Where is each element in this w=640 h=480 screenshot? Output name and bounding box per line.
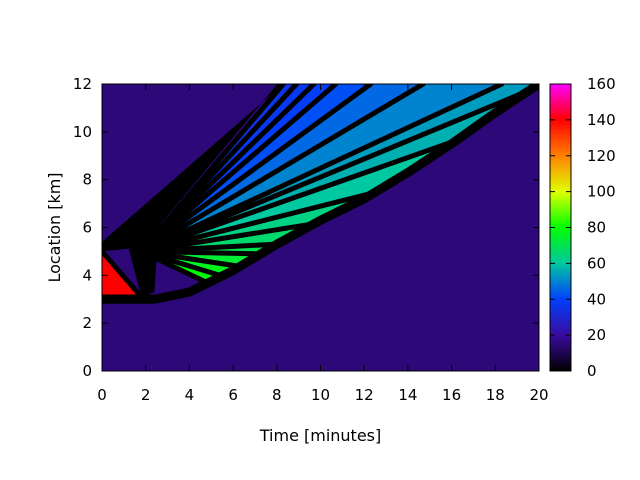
colorbar-tick-label: 80 [587, 219, 606, 237]
fan-ray-line [138, 191, 372, 254]
y-tick-label: 0 [82, 362, 92, 380]
plot-area [102, 84, 539, 371]
fan-core [128, 222, 159, 297]
colorbar-tick-label: 40 [587, 290, 606, 308]
fan-ray-line [138, 220, 323, 254]
colorbar-tick-label: 60 [587, 254, 606, 272]
upstream-boundary [102, 84, 284, 252]
x-tick-label: 6 [228, 386, 238, 404]
x-tick-label: 0 [97, 386, 107, 404]
y-tick-label: 12 [73, 75, 92, 93]
colorbar-tick-label: 100 [587, 183, 616, 201]
fan-ray-line [138, 84, 505, 254]
y-tick-label: 2 [82, 314, 92, 332]
x-tick-label: 18 [486, 386, 505, 404]
fan-ray-line [138, 84, 426, 254]
colorbar-tick-label: 0 [587, 362, 597, 380]
fan-ray-line [138, 84, 339, 254]
colorbar: 0 20 40 60 80 100 120 140 160 [549, 75, 616, 380]
x-tick-label: 8 [272, 386, 282, 404]
y-tick-label: 4 [82, 266, 92, 284]
x-tick-label: 12 [355, 386, 374, 404]
x-axis-label: Time [minutes] [259, 426, 382, 445]
y-axis-label: Location [km] [45, 172, 64, 282]
queue-edge-line [102, 249, 144, 299]
x-tick-label: 16 [442, 386, 461, 404]
y-tick-label: 6 [82, 219, 92, 237]
x-tick-label: 10 [311, 386, 330, 404]
y-tick-label: 10 [73, 123, 92, 141]
fan-ray-line [138, 84, 539, 254]
y-tick-label: 8 [82, 171, 92, 189]
fan-ray-line [138, 84, 374, 254]
x-tick-label: 14 [398, 386, 417, 404]
colorbar-tick-label: 160 [587, 75, 616, 93]
axes: 0 2 4 6 8 10 12 14 16 18 20 0 2 4 6 8 10 12 [73, 75, 549, 404]
x-tick-label: 20 [529, 386, 548, 404]
x-tick-label: 4 [185, 386, 195, 404]
x-tick-label: 2 [141, 386, 151, 404]
colorbar-tick-label: 120 [587, 147, 616, 165]
fan-ray-line [138, 138, 457, 254]
colorbar-tick-label: 140 [587, 111, 616, 129]
colorbar-tick-label: 20 [587, 326, 606, 344]
